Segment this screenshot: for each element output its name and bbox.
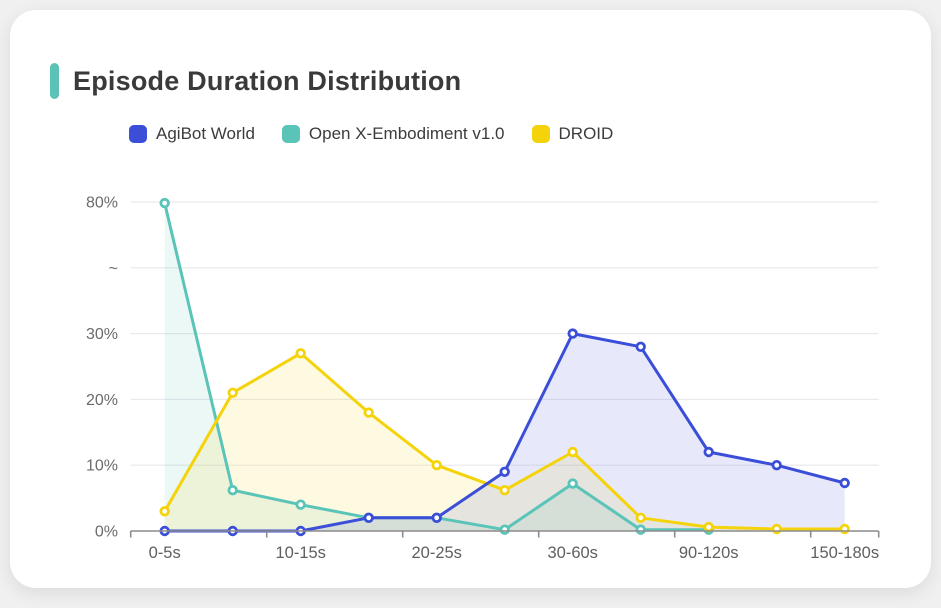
series-point[interactable] (499, 485, 510, 496)
series-point[interactable] (499, 524, 510, 535)
series-area-2 (164, 353, 845, 531)
series-point[interactable] (159, 506, 170, 517)
legend-item-label: DROID (558, 124, 614, 143)
x-axis-label: 90-120s (679, 544, 739, 562)
series-point[interactable] (499, 466, 510, 477)
series-point[interactable] (295, 348, 306, 359)
x-axis-label: 20-25s (411, 544, 461, 562)
series-point[interactable] (839, 477, 850, 489)
series-point[interactable] (227, 387, 238, 398)
legend-swatch-icon (129, 125, 147, 143)
series-area-0 (164, 333, 845, 531)
series-point[interactable] (703, 521, 714, 533)
title-accent-bar (50, 63, 59, 99)
y-axis-label: ~ (109, 260, 118, 277)
series-point[interactable] (703, 446, 714, 458)
page-title: Episode Duration Distribution (73, 65, 462, 96)
legend-swatch-icon (531, 125, 550, 143)
series-point[interactable] (567, 446, 578, 458)
x-axis-label: 10-15s (275, 544, 325, 562)
series-areas (164, 203, 845, 531)
legend-item-label: Open X-Embodiment v1.0 (308, 124, 505, 143)
series-point[interactable] (635, 341, 646, 352)
legend-swatch-icon (281, 125, 300, 143)
y-axis-label: 0% (95, 524, 118, 541)
gridlines (130, 201, 879, 466)
x-axis: 0-5s 10-15s 20-25s 30-60s 90-120s 150-180s (129, 530, 880, 562)
series-point[interactable] (227, 485, 238, 496)
legend-item-1[interactable]: Open X-Embodiment v1.0 (281, 124, 505, 144)
line-chart: 80% ~30% 20% 10% 0% 0-5s 10-15s 20-25s 30-60s 90-… (86, 195, 880, 562)
y-axis-label: 80% (86, 195, 118, 212)
legend-item-label: AgiBot World (156, 124, 255, 143)
series-point[interactable] (635, 512, 646, 523)
y-axis-label: 30% (86, 326, 118, 343)
series-point[interactable] (635, 524, 646, 535)
y-axis-label: 20% (86, 392, 118, 409)
series-point[interactable] (363, 407, 374, 418)
series-point[interactable] (363, 512, 374, 523)
x-axis-label: 0-5s (149, 544, 181, 562)
chart-card: Episode Duration Distribution AgiBot Wor… (10, 10, 931, 588)
x-axis-label: 30-60s (547, 544, 597, 562)
legend-item-2[interactable]: DROID (531, 124, 614, 144)
title-row: Episode Duration Distribution (50, 63, 461, 99)
y-axis-label: 10% (86, 458, 118, 475)
legend-item-0[interactable]: AgiBot World (129, 124, 255, 144)
series-point[interactable] (159, 197, 170, 209)
series-area-1 (164, 203, 709, 531)
y-axis-labels: 80% ~30% 20% 10% 0% (86, 195, 118, 541)
series-point[interactable] (431, 512, 442, 523)
x-axis-label: 150-180s (810, 544, 879, 562)
series-point[interactable] (771, 460, 782, 471)
series-point[interactable] (567, 478, 578, 489)
series-point[interactable] (431, 460, 442, 471)
series-point[interactable] (295, 499, 306, 510)
chart-legend: AgiBot World Open X-Embodiment v1.0 DROID (129, 124, 613, 144)
series-point[interactable] (567, 328, 578, 339)
